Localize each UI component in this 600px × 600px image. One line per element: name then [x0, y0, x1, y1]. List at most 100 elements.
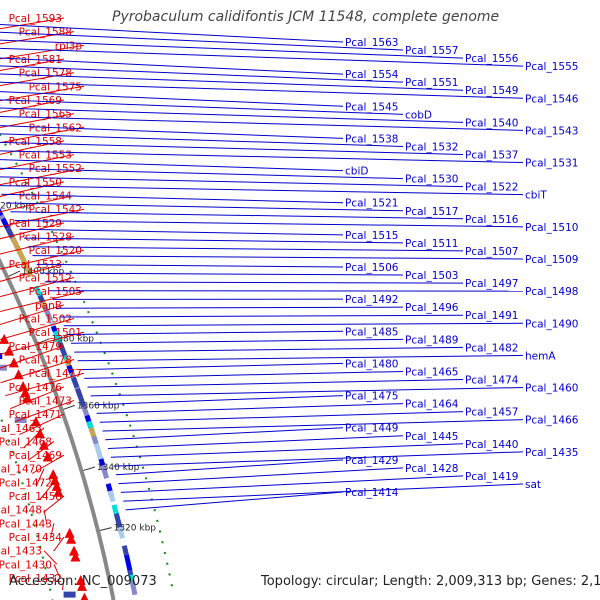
left-gene-label: Pcal_1505: [29, 286, 82, 298]
right-leader-line: [28, 246, 464, 252]
gene-reverse: [117, 526, 125, 539]
right-leader-line: [10, 211, 464, 220]
right-gene-label: Pcal_1435: [525, 447, 578, 459]
left-gene-label: Pcal_1432: [9, 573, 62, 585]
left-leader-line: [0, 290, 85, 313]
right-gene-label: Pcal_1509: [525, 254, 578, 266]
right-gene-label: Pcal_1485: [345, 326, 398, 338]
gene-reverse: [23, 264, 34, 278]
gene-forward: [0, 333, 10, 344]
right-gene-label: Pcal_1449: [345, 423, 398, 435]
scale-tick-label: 1360 kbp: [77, 401, 120, 411]
left-leader-line: [0, 345, 65, 369]
gene-box: [63, 591, 76, 598]
left-leader-line: [0, 195, 75, 213]
right-leader-line: [74, 346, 464, 353]
scale-tick: [99, 527, 112, 531]
right-leader-line: [0, 159, 344, 172]
left-leader-line: [0, 140, 65, 155]
left-gene-label: panB: [35, 300, 62, 312]
right-gene-label: Pcal_1540: [465, 117, 518, 129]
left-gene-label: Pcal_1472: [0, 477, 52, 489]
left-leader-line: [0, 17, 65, 30]
gene-reverse: [0, 199, 6, 220]
right-leader-line: [105, 427, 344, 441]
left-leader-line: [0, 181, 65, 197]
left-gene-label: Pcal_1430: [0, 559, 52, 571]
gene-reverse: [57, 342, 68, 358]
right-leader-line: [0, 91, 344, 107]
left-gene-label: Pcal_1433: [0, 546, 42, 558]
right-gene-label: sat: [525, 479, 541, 491]
right-gene-label: Pcal_1492: [345, 294, 398, 306]
left-gene-label: Pcal_1550: [9, 177, 62, 189]
right-gene-label: Pcal_1457: [465, 407, 518, 419]
left-gene-label: Pcal_1502: [19, 313, 72, 325]
right-gene-label: Pcal_1506: [345, 262, 399, 274]
right-gene-label: Pcal_1511: [405, 238, 458, 250]
left-leader-line: [0, 85, 85, 102]
gene-reverse: [121, 545, 130, 557]
right-leader-line: [1, 193, 344, 204]
gene-forward: [30, 416, 41, 427]
gene-reverse: [129, 579, 138, 596]
right-gene-label: Pcal_1537: [465, 150, 518, 162]
left-gene-label: Pcal_1513: [9, 259, 62, 271]
left-leader-line: [19, 413, 65, 436]
right-gene-label: Pcal_1498: [525, 286, 578, 298]
right-gene-label: cobD: [405, 109, 432, 121]
gene-box: [0, 364, 7, 371]
right-gene-label: Pcal_1491: [465, 310, 518, 322]
right-leader-line: [0, 39, 464, 59]
left-gene-label: Pcal_1463: [0, 423, 42, 435]
right-gene-label: Pcal_1507: [465, 246, 518, 258]
right-leader-line: [14, 220, 524, 228]
right-gene-label: Pcal_1474: [465, 375, 519, 387]
right-leader-line: [87, 379, 464, 388]
right-leader-line: [0, 65, 404, 83]
right-gene-label: Pcal_1563: [345, 37, 398, 49]
right-leader-line: [0, 167, 404, 180]
left-gene-label: Pcal_1434: [9, 532, 63, 544]
right-leader-line: [40, 272, 404, 276]
gene-forward: [8, 357, 19, 368]
right-leader-line: [0, 185, 524, 196]
left-leader-line: [49, 523, 55, 539]
right-leader-line: [5, 202, 404, 212]
left-gene-label: Pcal_1562: [29, 122, 82, 134]
right-gene-label: Pcal_1555: [525, 61, 578, 73]
right-labels: Pcal_1563 Pcal_1557 Pcal_1556 Pcal_1555 Pcal…: [0, 23, 579, 511]
right-leader-line: [0, 141, 464, 155]
accession-text: Accession: NC_009073: [9, 574, 157, 589]
right-gene-label: Pcal_1497: [465, 278, 518, 290]
right-gene-label: Pcal_1503: [405, 270, 458, 282]
left-gene-label: Pcal_1501: [29, 327, 82, 339]
left-leader-line: [0, 222, 65, 240]
scale-tick-label: 1380 kbp: [52, 335, 95, 345]
left-leader-line: [14, 399, 75, 423]
gene-forward: [34, 427, 45, 438]
right-leader-line: [93, 395, 344, 406]
map-title: Pyrobaculum calidifontis JCM 11548, comp…: [112, 9, 500, 25]
right-leader-line: [84, 370, 404, 379]
left-gene-label: Pcal_1528: [19, 232, 72, 244]
gene-forward: [69, 545, 80, 556]
right-leader-line: [99, 411, 464, 423]
right-leader-line: [102, 419, 524, 432]
right-leader-line: [108, 435, 404, 449]
right-leader-line: [19, 228, 344, 236]
right-gene-label: Pcal_1515: [345, 230, 398, 242]
scale-tick-label: 1400 kbp: [22, 267, 65, 277]
right-gene-label: Pcal_1496: [405, 302, 459, 314]
left-gene-label: Pcal_1476: [9, 382, 63, 394]
gene-reverse: [124, 554, 133, 572]
gene-box: [0, 353, 3, 359]
left-leader-line: [62, 577, 65, 591]
right-gene-label: Pcal_1490: [525, 318, 578, 330]
right-leader-line: [90, 387, 524, 397]
right-gene-label: Pcal_1480: [345, 358, 398, 370]
right-gene-label: Pcal_1466: [525, 415, 579, 427]
left-leader-line: [0, 208, 85, 228]
right-leader-line: [0, 73, 464, 91]
